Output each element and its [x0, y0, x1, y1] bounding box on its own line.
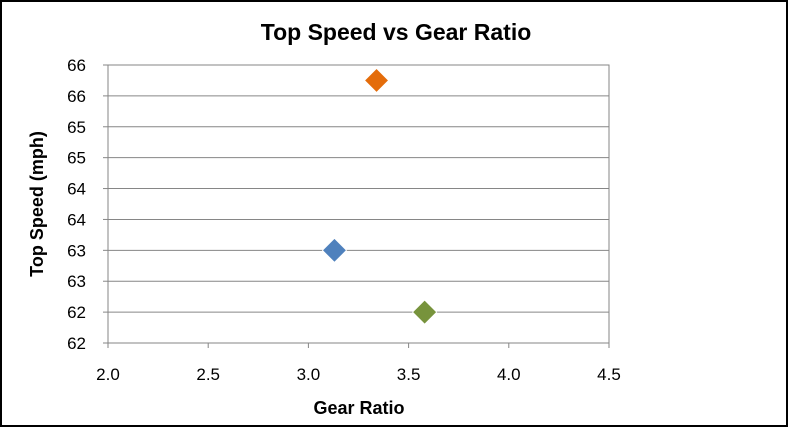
y-tick-label: 63 [67, 241, 86, 260]
y-tick-label: 64 [67, 180, 86, 199]
chart-title: Top Speed vs Gear Ratio [261, 19, 532, 45]
plot-area [107, 64, 610, 344]
y-tick-label: 65 [67, 149, 86, 168]
gridlines [108, 64, 609, 313]
y-tick-label: 64 [67, 210, 86, 229]
y-tick-label: 66 [67, 56, 86, 75]
x-tick-label: 4.5 [597, 365, 621, 384]
y-tick-label: 62 [67, 303, 86, 322]
x-axis-ticks: 2.0 2.5 3.0 3.5 4.0 4.5 [96, 343, 621, 384]
y-axis-ticks: 62 62 63 63 64 64 65 65 66 66 [67, 56, 108, 353]
y-tick-label: 66 [67, 87, 86, 106]
y-tick-label: 65 [67, 118, 86, 137]
y-tick-label: 63 [67, 272, 86, 291]
data-point-3 [412, 299, 438, 325]
x-tick-label: 4.0 [497, 365, 521, 384]
data-point-1 [321, 237, 348, 263]
x-tick-label: 2.5 [196, 365, 220, 384]
x-axis-title: Gear Ratio [313, 398, 404, 418]
x-tick-label: 3.5 [397, 365, 421, 384]
x-tick-label: 3.0 [297, 365, 321, 384]
data-points [321, 67, 438, 325]
y-tick-label: 62 [67, 334, 86, 353]
data-point-2 [363, 67, 390, 94]
x-tick-label: 2.0 [96, 365, 120, 384]
y-axis-title: Top Speed (mph) [27, 131, 47, 277]
